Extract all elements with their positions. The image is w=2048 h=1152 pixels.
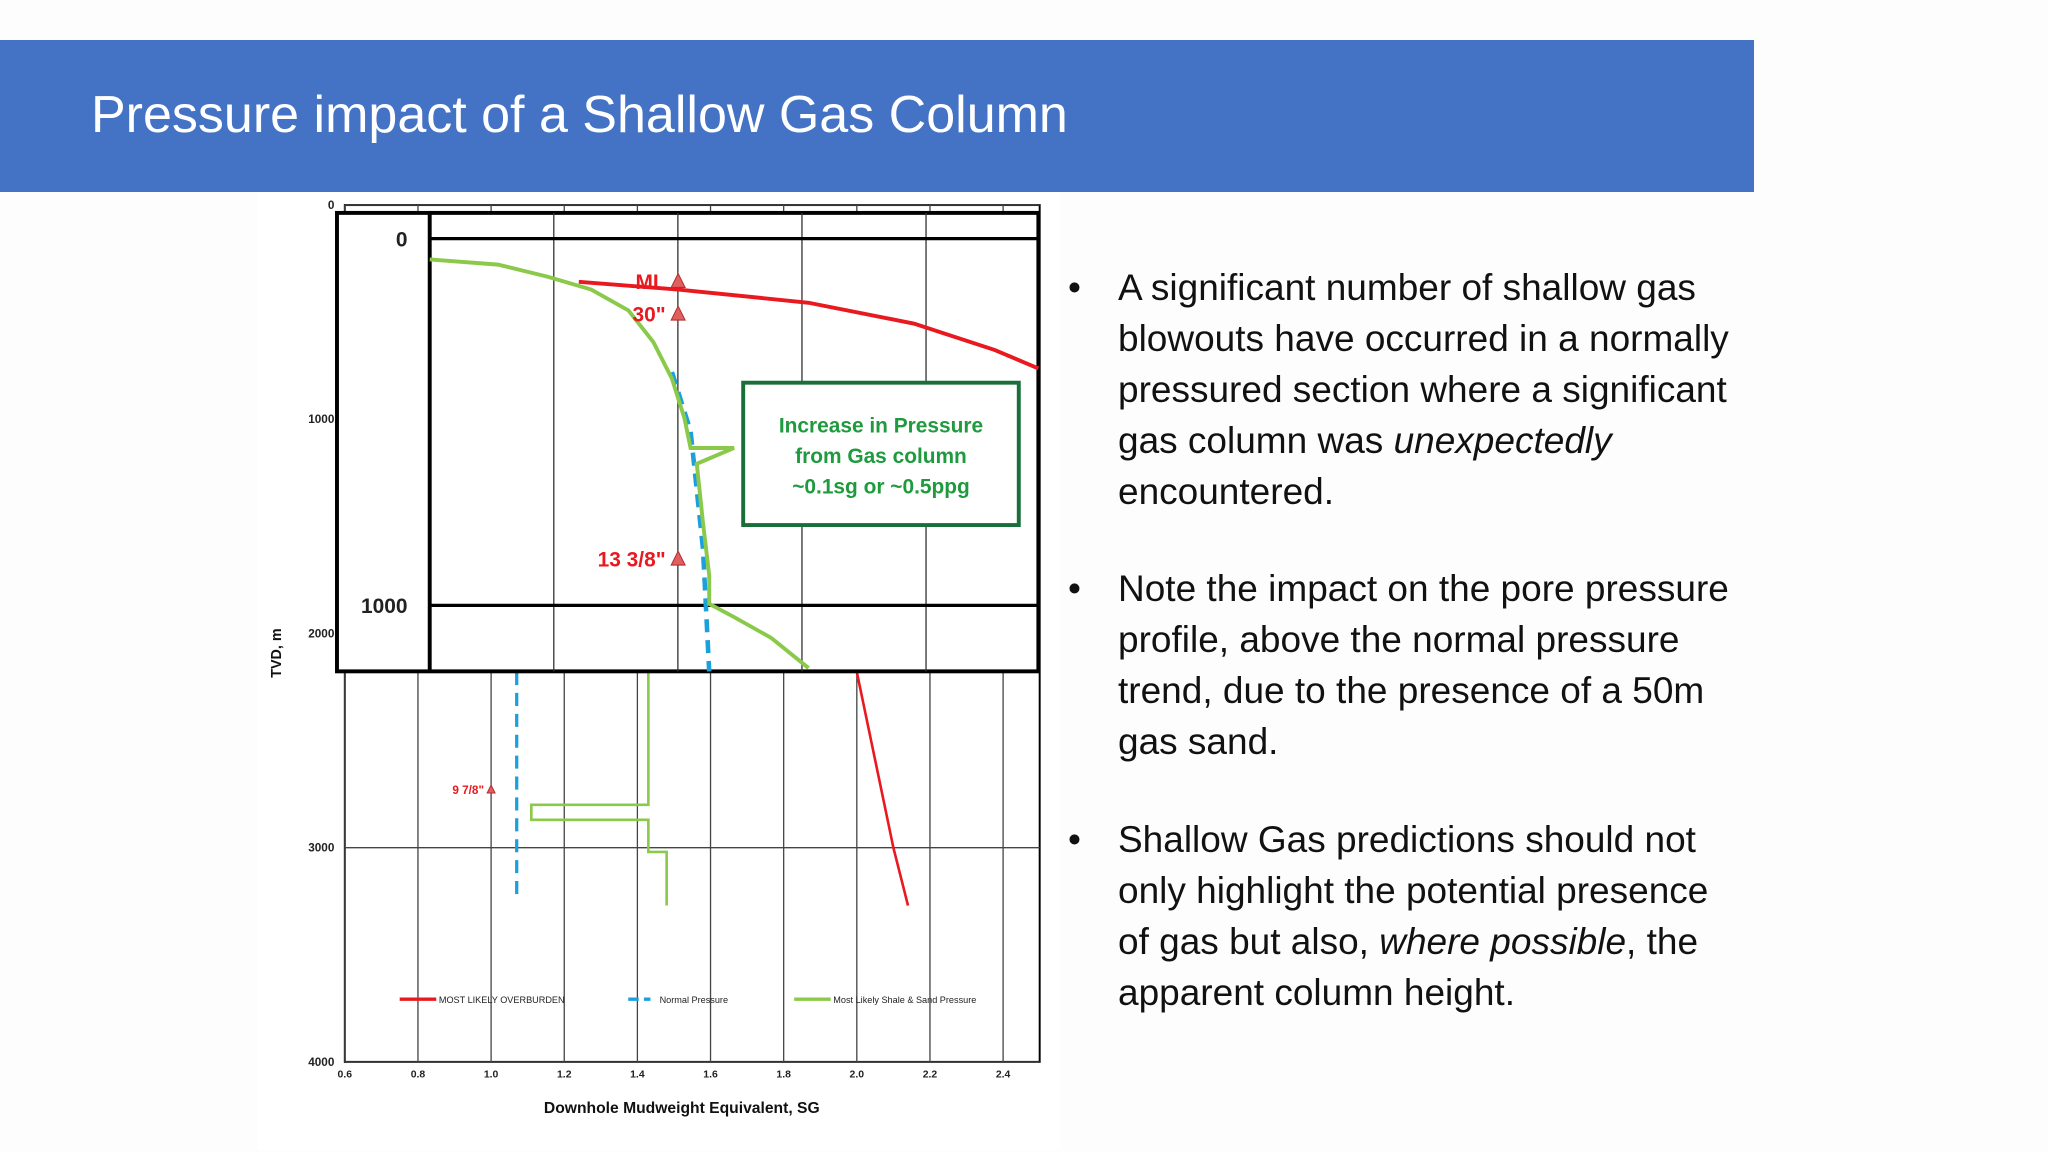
annotation-line: ~0.1sg or ~0.5ppg xyxy=(792,476,970,499)
annotation-line: Increase in Pressure xyxy=(779,414,983,437)
bullet-segment: A significant number of shallow gas blow… xyxy=(1118,267,1729,461)
x-tick-label: 1.2 xyxy=(557,1070,572,1081)
x-tick-label: 2.0 xyxy=(850,1070,865,1081)
x-tick-label: 1.8 xyxy=(776,1070,791,1081)
header-bar xyxy=(0,40,1754,192)
annotation-line: from Gas column xyxy=(795,445,967,468)
y-tick-label: 0 xyxy=(328,199,335,212)
x-tick-label: 2.2 xyxy=(923,1070,938,1081)
x-tick-label: 1.0 xyxy=(484,1070,499,1081)
series-line xyxy=(530,672,668,906)
y-tick-label: 1000 xyxy=(361,595,407,618)
bullet: • Shallow Gas predictions should not only… xyxy=(1068,814,1748,1018)
bullet-text: Shallow Gas predictions should not only … xyxy=(1118,814,1748,1018)
y-tick-label: 1000 xyxy=(308,413,335,426)
casing-label: 9 7/8" xyxy=(452,784,484,797)
x-tick-label: 0.6 xyxy=(338,1070,353,1081)
casing-marker xyxy=(670,272,686,288)
y-axis-label: TVD, m xyxy=(269,628,285,677)
y-tick-label: 4000 xyxy=(308,1056,335,1069)
slide-title: Pressure impact of a Shallow Gas Column xyxy=(91,86,1068,144)
bullet-segment: unexpectedly xyxy=(1393,420,1612,461)
series-line xyxy=(855,671,910,906)
x-tick-label: 0.8 xyxy=(411,1070,426,1081)
y-tick-label: 0 xyxy=(396,228,408,251)
casing-marker xyxy=(670,304,686,321)
y-tick-label: 2000 xyxy=(308,627,335,640)
bullet-segment: Shallow Gas predictions should not only … xyxy=(1118,819,1709,962)
bullet-segment: where possible xyxy=(1379,921,1627,962)
series-line xyxy=(429,257,810,670)
x-axis-label: Downhole Mudweight Equivalent, SG xyxy=(544,1100,820,1117)
x-tick-label: 2.4 xyxy=(996,1070,1011,1081)
x-tick-label: 1.4 xyxy=(630,1070,645,1081)
y-tick-label: 3000 xyxy=(308,842,335,855)
legend-label: MOST LIKELY OVERBURDEN xyxy=(439,995,565,1005)
casing-marker xyxy=(486,783,496,794)
casing-label: 30" xyxy=(632,303,665,326)
bullet-segment: Note the impact on the pore pressure pro… xyxy=(1118,568,1729,762)
bullet-text: Note the impact on the pore pressure pro… xyxy=(1118,563,1748,767)
series-line xyxy=(669,371,712,672)
annotation-box xyxy=(741,380,1021,528)
bullet-text: A significant number of shallow gas blow… xyxy=(1118,262,1748,517)
series-line xyxy=(578,279,1040,371)
casing-label: ML xyxy=(635,271,665,294)
bullet-segment: , the apparent column height. xyxy=(1118,921,1699,1013)
legend-label: Most Likely Shale & Sand Pressure xyxy=(833,995,976,1005)
casing-label: 13 3/8" xyxy=(598,548,666,571)
bullet: • Note the impact on the pore pressure pr… xyxy=(1068,563,1748,767)
x-tick-label: 1.6 xyxy=(703,1070,718,1081)
bullet-segment: encountered. xyxy=(1118,471,1335,512)
legend-label: Normal Pressure xyxy=(660,995,728,1005)
bullet: • A significant number of shallow gas blo… xyxy=(1068,262,1748,517)
casing-marker xyxy=(670,549,686,566)
